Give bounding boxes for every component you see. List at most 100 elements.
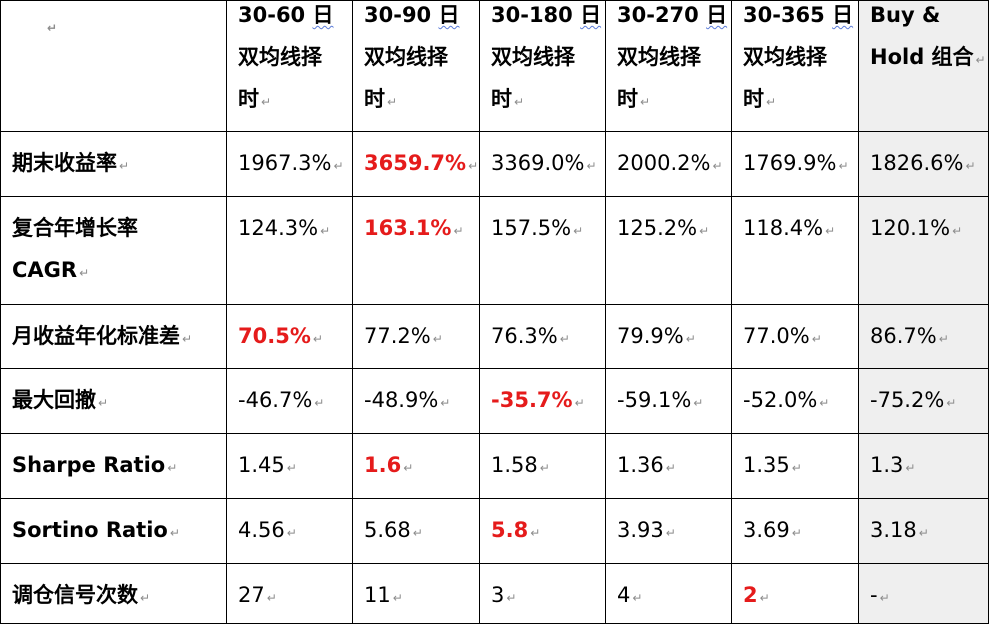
cell-value-text: - [870, 583, 878, 607]
cell-value: 3.69 ↵ [732, 499, 858, 554]
table-cell: 4.56 ↵ [226, 498, 353, 564]
paragraph-mark: ↵ [530, 526, 541, 540]
table-row: 复合年增长率 CAGR ↵ 124.3% ↵ 163.1% ↵ 157.5% ↵ 125.2% ↵ 1… [0, 196, 989, 305]
table-cell: 4 ↵ [605, 563, 732, 624]
table-row: 月收益年化标准差 ↵ 70.5% ↵ 77.2% ↵ 76.3% ↵ 79.9% ↵ 77.0% ↵ 8… [0, 304, 989, 369]
column-header-range: 30-90 [364, 3, 439, 27]
cell-value-text: 70.5% [238, 324, 311, 348]
row-label-cell: Sharpe Ratio ↵ [0, 433, 227, 499]
cell-value-text: 2 [743, 583, 758, 607]
cell-value: 77.0% ↵ [732, 305, 858, 360]
cell-value: 118.4% ↵ [732, 197, 858, 252]
column-header-range: Buy & [870, 3, 941, 27]
cell-value: 76.3% ↵ [480, 305, 605, 360]
cell-value-text: 1826.6% [870, 151, 964, 175]
column-header-range: 30-270 [617, 3, 707, 27]
cell-value-text: 3369.0% [491, 151, 585, 175]
row-label-line1: Sharpe Ratio ↵ [12, 444, 226, 489]
cell-value: -35.7% ↵ [480, 369, 605, 424]
cell-value-text: 1.35 [743, 453, 790, 477]
column-header-method: 双均线择 [491, 45, 575, 69]
table-cell: 1.58 ↵ [479, 433, 606, 499]
paragraph-mark: ↵ [261, 95, 272, 109]
paragraph-mark: ↵ [333, 159, 344, 173]
cell-value-text: 118.4% [743, 216, 824, 240]
column-header-text: Buy & Hold 组合 ↵ [859, 0, 988, 81]
cell-value-text: -75.2% [870, 388, 945, 412]
column-header: 30-365 日双均线择时 ↵ [731, 0, 859, 132]
cell-value-text: 5.8 [491, 518, 529, 542]
cell-value-text: 157.5% [491, 216, 572, 240]
row-label-text: Sharpe Ratio [12, 453, 166, 477]
table-cell: -59.1% ↵ [605, 368, 732, 434]
row-label-line1: Sortino Ratio ↵ [12, 509, 226, 554]
paragraph-mark: ↵ [468, 159, 479, 173]
cell-value: 1.36 ↵ [606, 434, 731, 489]
row-label-line1: 调仓信号次数 ↵ [12, 574, 226, 619]
table-cell: 3.18 ↵ [858, 498, 989, 564]
table-cell: 1769.9% ↵ [731, 131, 859, 197]
paragraph-mark: ↵ [539, 461, 550, 475]
paragraph-mark: ↵ [819, 396, 830, 410]
cell-value: 1.35 ↵ [732, 434, 858, 489]
cell-value-text: 1.3 [870, 453, 904, 477]
cell-value-text: 1769.9% [743, 151, 837, 175]
cell-value: 1826.6% ↵ [859, 132, 988, 187]
paragraph-mark: ↵ [685, 332, 696, 346]
table-cell: 120.1% ↵ [858, 196, 989, 305]
paragraph-mark: ↵ [791, 526, 802, 540]
column-header-line1: 30-365 日 [743, 0, 858, 36]
column-header-suffix: 时 [617, 87, 638, 111]
paragraph-mark: ↵ [905, 461, 916, 475]
table-row: Sharpe Ratio ↵ 1.45 ↵ 1.6 ↵ 1.58 ↵ 1.36 ↵ 1.35 ↵ 1.3… [0, 433, 989, 499]
paragraph-mark: ↵ [320, 224, 331, 238]
paragraph-mark: ↵ [98, 396, 109, 410]
cell-value-text: 1967.3% [238, 151, 332, 175]
paragraph-mark: ↵ [665, 461, 676, 475]
paragraph-mark: ↵ [838, 159, 849, 173]
cell-value: 70.5% ↵ [227, 305, 352, 360]
cell-value: -46.7% ↵ [227, 369, 352, 424]
header-row: ↵ 30-60 日双均线择时 ↵ 30-90 日双均线择时 ↵ 30-180 日双均线择时… [0, 0, 989, 132]
paragraph-mark: ↵ [879, 591, 890, 605]
table-cell: 5.68 ↵ [352, 498, 480, 564]
paragraph-mark: ↵ [403, 461, 414, 475]
row-label: 月收益年化标准差 ↵ [1, 305, 226, 360]
cell-value: 2000.2% ↵ [606, 132, 731, 187]
column-header-suffix: 时 [238, 87, 259, 111]
column-header-method: 双均线择 [617, 45, 701, 69]
table-cell: 3369.0% ↵ [479, 131, 606, 197]
cell-value-text: 125.2% [617, 216, 698, 240]
row-label-text: 月收益年化标准差 [12, 324, 180, 348]
cell-value: 3659.7% ↵ [353, 132, 479, 187]
column-header-line1: 30-270 日 [617, 0, 731, 36]
table-row: Sortino Ratio ↵ 4.56 ↵ 5.68 ↵ 5.8 ↵ 3.93 ↵ 3.69 ↵ 3.… [0, 498, 989, 564]
table-cell: 5.8 ↵ [479, 498, 606, 564]
table-cell: 1.3 ↵ [858, 433, 989, 499]
paragraph-mark: ↵ [387, 95, 398, 109]
paragraph-mark: ↵ [632, 591, 643, 605]
column-header-line2: 双均线择 [364, 36, 479, 78]
column-header-suffix: 时 [491, 87, 512, 111]
row-label-line1: 最大回撤 ↵ [12, 379, 226, 424]
column-header-line1: 30-60 日 [238, 0, 352, 36]
column-header-text: 30-365 日双均线择时 ↵ [732, 0, 858, 123]
cell-value-text: 76.3% [491, 324, 558, 348]
table-cell: -75.2% ↵ [858, 368, 989, 434]
row-label: 复合年增长率 CAGR ↵ [1, 197, 226, 294]
cell-value-text: 3 [491, 583, 505, 607]
cell-value: 2 ↵ [732, 564, 858, 619]
row-label-cell: Sortino Ratio ↵ [0, 498, 227, 564]
column-header-line3: 时 ↵ [238, 78, 352, 123]
table-cell: 11 ↵ [352, 563, 480, 624]
cell-value-text: 1.45 [238, 453, 285, 477]
column-header-line2: 双均线择 [617, 36, 731, 78]
cell-value: -48.9% ↵ [353, 369, 479, 424]
paragraph-mark: ↵ [693, 396, 704, 410]
cell-value-text: 86.7% [870, 324, 937, 348]
paragraph-mark: ↵ [266, 591, 277, 605]
paragraph-mark: ↵ [573, 224, 584, 238]
paragraph-mark: ↵ [918, 526, 929, 540]
table-cell: -35.7% ↵ [479, 368, 606, 434]
